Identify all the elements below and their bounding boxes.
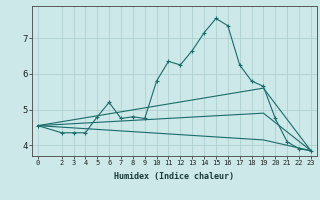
X-axis label: Humidex (Indice chaleur): Humidex (Indice chaleur)	[115, 172, 234, 181]
